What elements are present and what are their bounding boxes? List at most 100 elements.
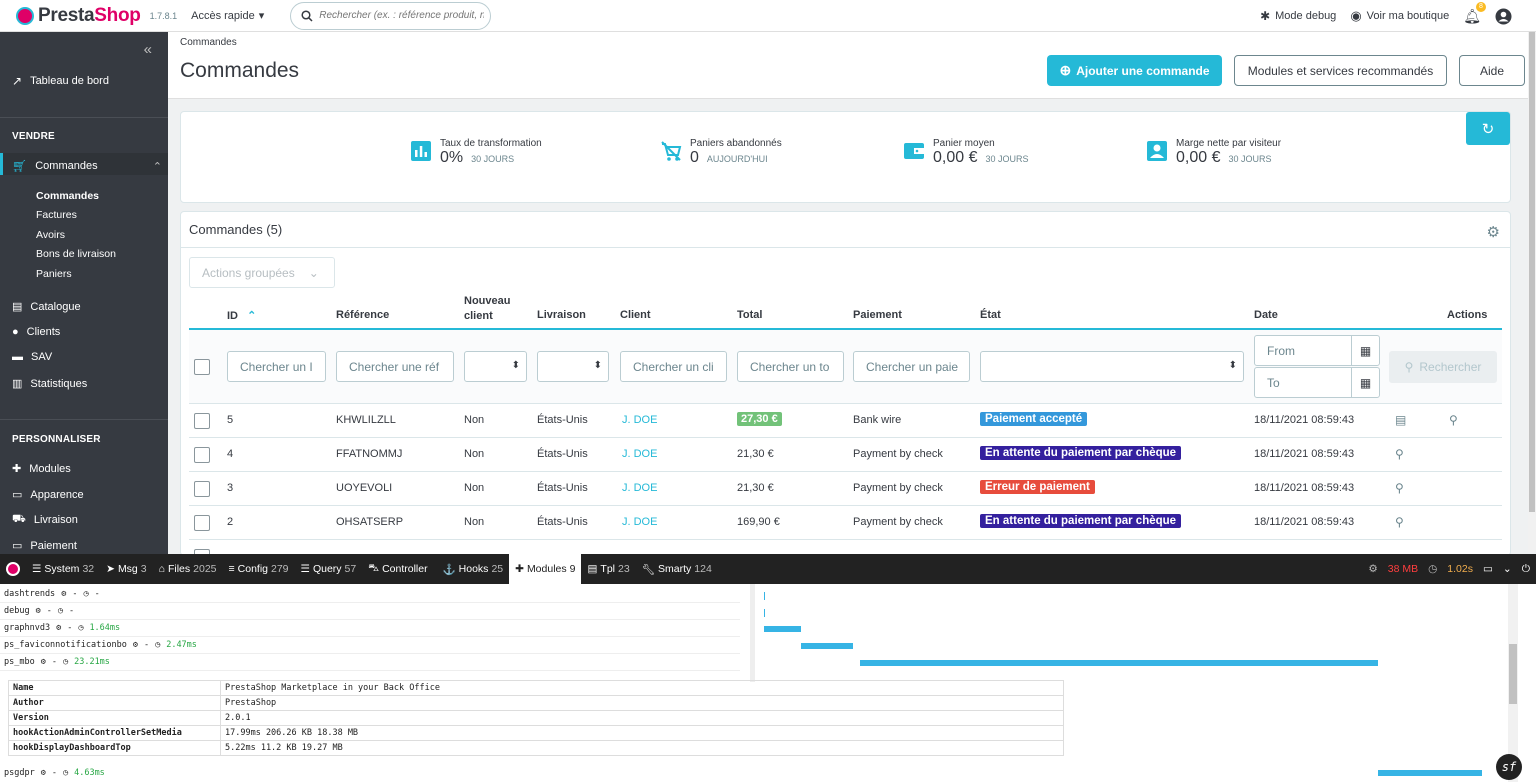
sidebar-item-sav[interactable]: ▬ SAV (12, 351, 53, 363)
column-payment[interactable]: Paiement (853, 309, 902, 321)
quick-access-dropdown[interactable]: Accès rapide ▾ (191, 9, 265, 23)
row-checkbox[interactable] (194, 447, 210, 463)
client-link[interactable]: J. DOE (622, 414, 658, 426)
client-link[interactable]: J. DOE (622, 516, 658, 528)
sidebar-sub-delivery-slips[interactable]: Bons de livraison (36, 248, 116, 260)
power-icon[interactable]: ⏻ (1521, 562, 1530, 575)
search-input[interactable] (319, 10, 485, 21)
client-link[interactable]: J. DOE (622, 482, 658, 494)
status-badge[interactable]: Paiement accepté (980, 412, 1088, 426)
filter-delivery-select[interactable] (537, 351, 609, 382)
view-icon[interactable]: ⚲ (1449, 413, 1458, 427)
filter-date-from[interactable]: From ▦ (1254, 335, 1380, 366)
sidebar-item-dashboard[interactable]: ↗ Tableau de bord (12, 74, 109, 88)
module-row[interactable]: ps_mbo ⚙ - ◷ 23.21ms (0, 654, 740, 671)
column-reference[interactable]: Référence (336, 309, 390, 321)
filter-date-to[interactable]: To ▦ (1254, 367, 1380, 398)
filter-reference-input[interactable]: Chercher une réf (336, 351, 454, 382)
sidebar-sub-orders[interactable]: Commandes (36, 190, 100, 202)
profiler-tab-msg[interactable]: ➤ Msg 3 (106, 563, 147, 575)
sidebar-item-shipping[interactable]: ⛟ Livraison (12, 513, 78, 526)
profiler-tab-modules[interactable]: ✚ Modules 9 (509, 554, 582, 584)
view-shop-link[interactable]: ◉ Voir ma boutique (1350, 8, 1450, 23)
bulk-actions-dropdown[interactable]: Actions groupées ⌄ (189, 257, 335, 288)
row-checkbox[interactable] (194, 413, 210, 429)
module-row[interactable]: graphnvd3 ⚙ - ◷ 1.64ms (0, 620, 740, 637)
filter-state-select[interactable] (980, 351, 1244, 382)
row-checkbox[interactable] (194, 549, 210, 555)
invoice-icon[interactable]: ▤ (1395, 413, 1407, 427)
filter-total-input[interactable]: Chercher un to (737, 351, 844, 382)
column-id[interactable]: ID ⌃ (227, 310, 257, 322)
collapse-sidebar-icon[interactable]: « (143, 41, 152, 58)
sidebar-item-appearance[interactable]: ▭ Apparence (12, 488, 84, 502)
column-date[interactable]: Date (1254, 309, 1278, 321)
notifications-button[interactable]: 🔔︎ 8 (1463, 1, 1486, 25)
refresh-kpi-button[interactable]: ↻ (1466, 112, 1510, 145)
panel-scrollbar[interactable] (1508, 584, 1518, 782)
chevron-down-icon[interactable]: ⌄ (1502, 563, 1512, 575)
view-icon[interactable]: ⚲ (1395, 447, 1404, 461)
column-client[interactable]: Client (620, 309, 651, 321)
module-row[interactable]: dashtrends ⚙ - ◷ - (0, 586, 740, 603)
select-all-checkbox[interactable] (194, 359, 210, 375)
status-badge[interactable]: Erreur de paiement (980, 480, 1095, 494)
sidebar-sub-credit-slips[interactable]: Avoirs (36, 229, 65, 241)
profiler-tab-tpl[interactable]: ▤ Tpl 23 (587, 563, 630, 575)
help-button[interactable]: Aide (1459, 55, 1525, 86)
sidebar-sub-invoices[interactable]: Factures (36, 209, 77, 221)
profiler-tab-query[interactable]: ☰ Query 57 (300, 563, 357, 575)
profiler-tab-config[interactable]: ≡ Config 279 (228, 563, 289, 575)
sidebar-item-modules[interactable]: ✚ Modules (12, 462, 71, 476)
column-state[interactable]: État (980, 309, 1001, 321)
sidebar-sub-carts[interactable]: Paniers (36, 268, 72, 280)
row-checkbox[interactable] (194, 515, 210, 531)
filter-new-client-select[interactable] (464, 351, 527, 382)
calendar-icon[interactable]: ▦ (1351, 368, 1379, 397)
table-row[interactable]: 5 KHWLILZLL Non États-Unis J. DOE 27,30 … (189, 404, 1502, 438)
column-new-client[interactable]: Nouveau client (464, 295, 511, 322)
profiler-tab-system[interactable]: ☰ System 32 (32, 563, 95, 575)
column-delivery[interactable]: Livraison (537, 309, 586, 321)
calendar-icon[interactable]: ▦ (1351, 336, 1379, 365)
gear-icon[interactable]: ⚙ (1486, 224, 1500, 241)
profiler-tab-files[interactable]: ⌂ Files 2025 (158, 563, 217, 575)
module-row[interactable]: debug ⚙ - ◷ - (0, 603, 740, 620)
filter-id-input[interactable]: Chercher un I (227, 351, 326, 382)
filter-payment-input[interactable]: Chercher un paie (853, 351, 970, 382)
table-row[interactable]: 3 UOYEVOLI Non États-Unis J. DOE 21,30 €… (189, 472, 1502, 506)
folder-icon[interactable]: ▭ (1482, 563, 1493, 575)
view-icon[interactable]: ⚲ (1395, 481, 1404, 495)
sidebar-item-catalog[interactable]: ▤ Catalogue (12, 300, 81, 314)
search-filter-button[interactable]: ⚲ Rechercher (1389, 351, 1497, 383)
table-row[interactable]: 2 OHSATSERP Non États-Unis J. DOE 169,90… (189, 506, 1502, 540)
recommended-modules-button[interactable]: Modules et services recommandés (1234, 55, 1447, 86)
profiler-logo[interactable] (0, 554, 26, 584)
page-scrollbar[interactable] (1528, 32, 1536, 552)
symfony-icon[interactable]: sf (1496, 754, 1522, 780)
client-link[interactable]: J. DOE (622, 448, 658, 460)
status-badge[interactable]: En attente du paiement par chèque (980, 514, 1182, 528)
profile-button[interactable] (1495, 8, 1512, 25)
profiler-tab-hooks[interactable]: ⚓ Hooks 25 (442, 563, 504, 576)
search-box[interactable] (290, 1, 492, 30)
add-order-button[interactable]: ⊕ Ajouter une commande (1047, 55, 1222, 86)
table-row: hookActionAdminControllerSetMedia 17.99ms… (8, 725, 1064, 741)
profiler-tab-controller[interactable]: ⛍ Controller (368, 562, 428, 575)
sidebar-item-payment[interactable]: ▭ Paiement (12, 539, 77, 553)
breadcrumb[interactable]: Commandes (180, 37, 237, 48)
table-row[interactable]: 4 FFATNOMMJ Non États-Unis J. DOE 21,30 … (189, 438, 1502, 472)
column-total[interactable]: Total (737, 309, 763, 321)
sidebar-item-clients[interactable]: ● Clients (12, 326, 61, 338)
view-icon[interactable]: ⚲ (1395, 515, 1404, 529)
row-checkbox[interactable] (194, 481, 210, 497)
module-row[interactable]: ps_faviconnotificationbo ⚙ - ◷ 2.47ms (0, 637, 740, 654)
prestashop-logo[interactable]: PrestaShop 1.7.8.1 (16, 5, 177, 27)
sidebar-item-orders[interactable]: 🛒︎ Commandes ⌃ (12, 159, 162, 173)
module-row[interactable]: psgdpr ⚙ - ◷ 4.63ms (4, 767, 105, 778)
profiler-tab-smarty[interactable]: 🔧︎ Smarty 124 (641, 563, 712, 576)
debug-mode-link[interactable]: ✱ Mode debug (1260, 9, 1337, 23)
status-badge[interactable]: En attente du paiement par chèque (980, 446, 1182, 460)
sidebar-item-stats[interactable]: ▥ Statistiques (12, 377, 88, 391)
filter-client-input[interactable]: Chercher un cli (620, 351, 727, 382)
